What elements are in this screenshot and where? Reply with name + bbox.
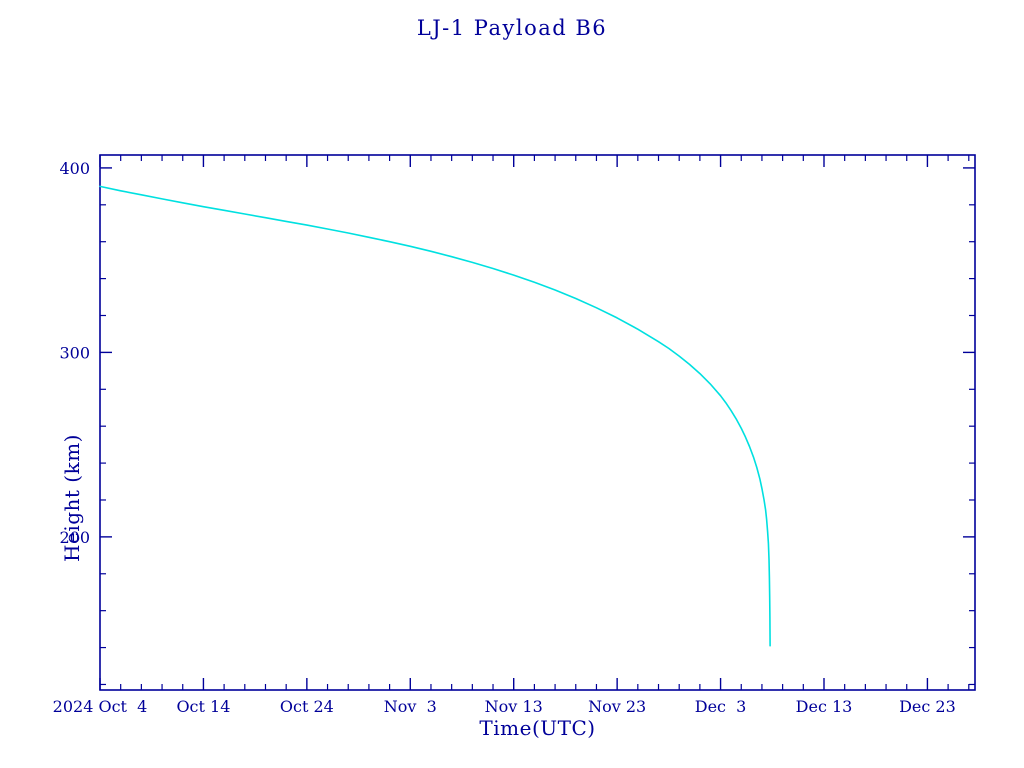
x-tick-label: Oct 14 — [176, 697, 230, 716]
x-tick-label: Nov 13 — [485, 697, 543, 716]
y-tick-label: 200 — [59, 528, 90, 547]
x-tick-label: Nov 3 — [384, 697, 437, 716]
x-axis-label: Time(UTC) — [479, 716, 596, 740]
y-tick-label: 400 — [59, 159, 90, 178]
y-tick-label: 300 — [59, 343, 90, 362]
x-tick-label: Nov 23 — [588, 697, 646, 716]
decay-curve — [99, 185, 771, 647]
x-tick-label: Oct 24 — [280, 697, 334, 716]
x-tick-label: Dec 23 — [899, 697, 956, 716]
x-tick-label: 2024 Oct 4 — [53, 697, 148, 716]
x-tick-label: Dec 13 — [796, 697, 853, 716]
x-tick-label: Dec 3 — [695, 697, 747, 716]
plot-frame — [99, 154, 976, 691]
chart-title: LJ-1 Payload B6 — [416, 16, 608, 40]
